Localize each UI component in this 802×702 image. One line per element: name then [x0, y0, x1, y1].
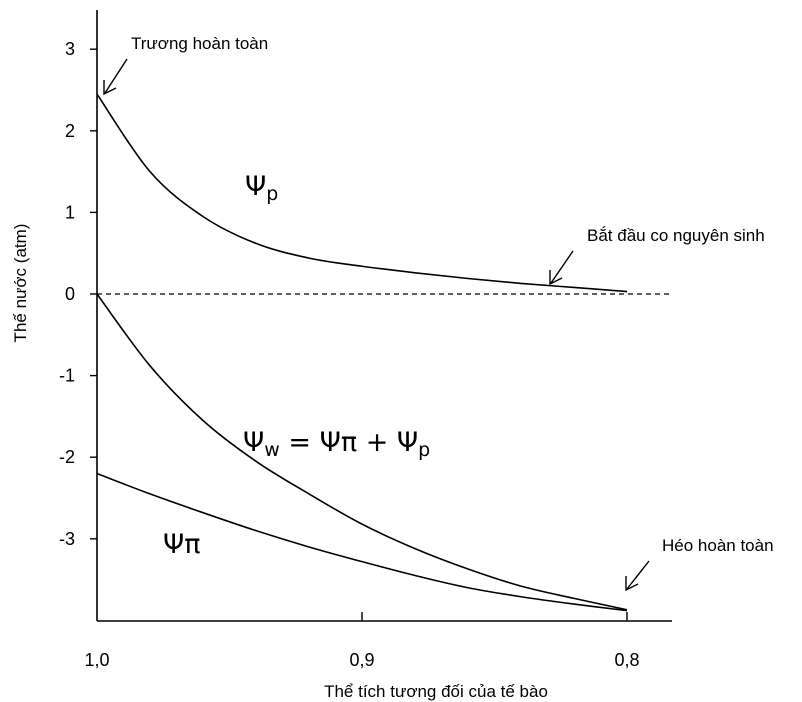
x-tick-label: 1,0	[84, 650, 109, 670]
series-label-psi-pi: Ψπ	[163, 529, 201, 560]
annotation-incipient-plasmolysis: Bắt đầu co nguyên sinh	[587, 226, 765, 245]
y-ticks: 3 2 1 0 -1 -2 -3	[59, 39, 97, 549]
arrow-full-wilting	[626, 560, 650, 590]
y-axis-title: Thế nước (atm)	[11, 224, 30, 343]
series-lines	[96, 93, 628, 612]
annotation-full-wilting: Héo hoàn toàn	[662, 536, 774, 555]
y-tick-label: 1	[65, 202, 75, 222]
psi-w-rest: = Ψπ + Ψ	[280, 427, 418, 458]
arrowhead-incipient-plasmolysis	[549, 270, 563, 286]
x-axis-title: Thể tích tương đối của tế bào	[324, 682, 548, 701]
series-line-psi-pi	[96, 472, 628, 612]
series-label-psi-w: Ψw = Ψπ + Ψp	[243, 427, 430, 461]
y-tick-label: 2	[65, 121, 75, 141]
psi-w-sub2: p	[418, 439, 430, 461]
x-tick-label: 0,8	[614, 650, 639, 670]
series-label-psi-p: Ψp	[245, 171, 278, 205]
series-line-psi-p	[96, 93, 628, 293]
annotation-full-turgor: Trương hoàn toàn	[131, 34, 268, 53]
x-tick-label: 0,9	[349, 650, 374, 670]
y-tick-label: -1	[59, 366, 75, 386]
psi-w-sub: w	[264, 439, 280, 461]
arrowhead-full-turgor	[103, 80, 117, 96]
axes	[96, 10, 672, 622]
y-tick-label: 0	[65, 284, 75, 304]
arrowhead-full-wilting	[625, 576, 639, 592]
arrow-full-turgor	[104, 58, 128, 94]
psi-w-main: Ψ	[243, 427, 264, 458]
x-ticks: 1,0 0,9 0,8	[84, 612, 640, 670]
psi-p-sub: p	[266, 183, 278, 205]
y-tick-label: 3	[65, 39, 75, 59]
y-tick-label: -3	[59, 529, 75, 549]
series-line-psi-w	[96, 293, 628, 611]
y-tick-label: -2	[59, 447, 75, 467]
psi-p-main: Ψ	[245, 171, 266, 202]
series-labels: Ψp Ψw = Ψπ + Ψp Ψπ	[163, 171, 430, 560]
arrow-incipient-plasmolysis	[550, 250, 574, 284]
annotations: Trương hoàn toàn Bắt đầu co nguyên sinh …	[103, 34, 774, 592]
